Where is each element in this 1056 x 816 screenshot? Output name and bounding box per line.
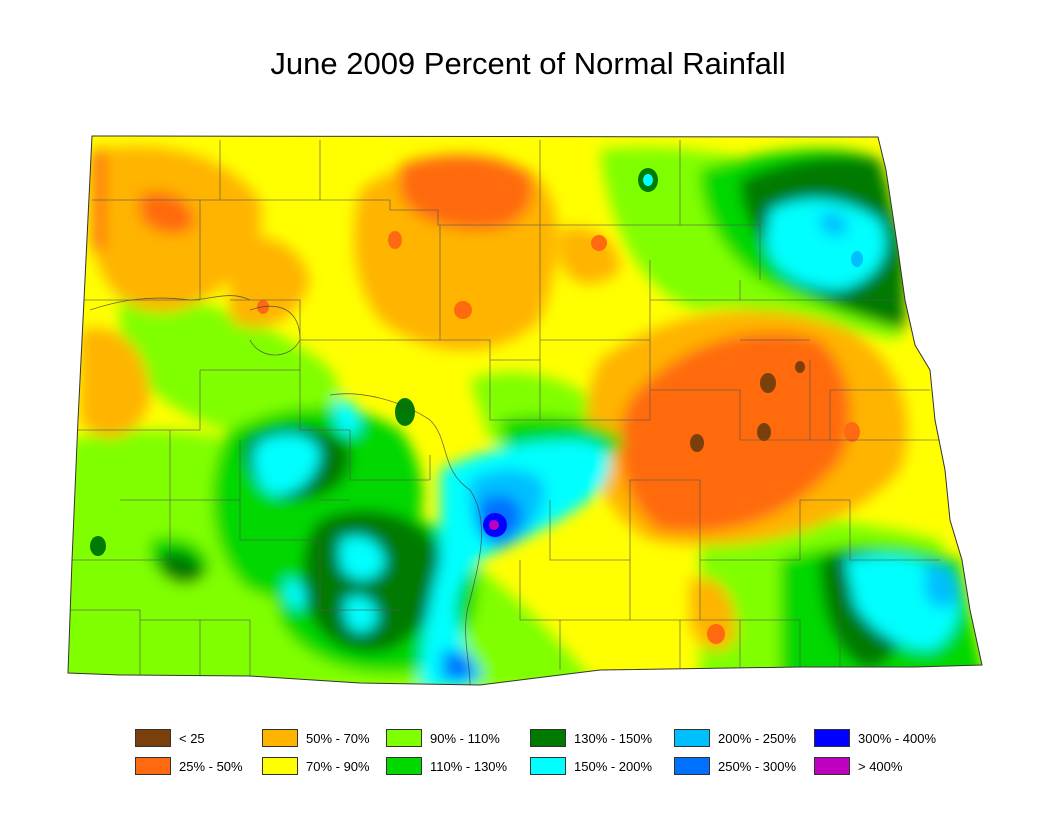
county-boundaries: [70, 140, 940, 685]
rainfall-field: [68, 136, 982, 685]
state-outline: [67, 135, 983, 686]
map-title: June 2009 Percent of Normal Rainfall: [270, 46, 786, 81]
